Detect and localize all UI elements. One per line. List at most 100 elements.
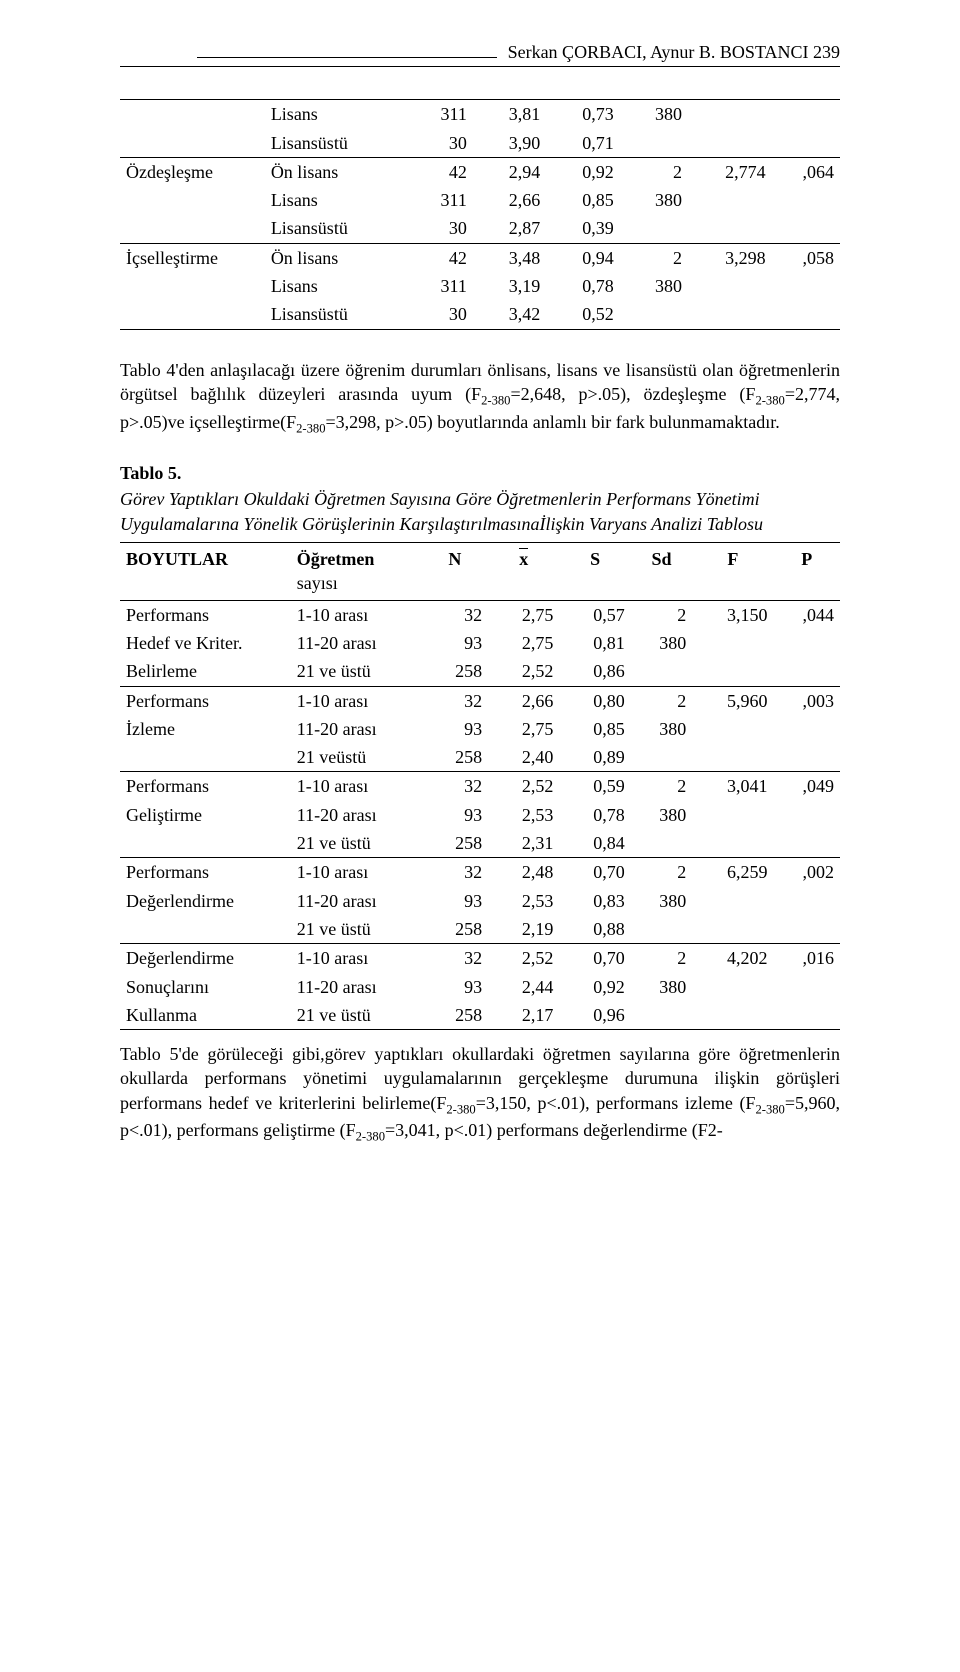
cell [772,214,840,243]
cell [692,973,773,1001]
cell: 11-20 arası [291,887,422,915]
cell: 93 [422,973,488,1001]
running-header: Serkan ÇORBACI, Aynur B. BOSTANCI 239 [120,40,840,67]
cell [692,715,773,743]
cell: 0,92 [559,973,630,1001]
cell: 2 [631,944,692,973]
cell: 1-10 arası [291,686,422,715]
table-row: Lisans3113,190,78380 [120,272,840,300]
cell [620,129,688,158]
cell [120,829,291,858]
cell: Lisans [265,186,400,214]
cell: 93 [422,629,488,657]
table-row: Performans1-10 arası322,480,7026,259,002 [120,858,840,887]
page: Serkan ÇORBACI, Aynur B. BOSTANCI 239 Li… [120,40,840,1146]
cell: ,049 [774,772,841,801]
col-sd: Sd [631,543,692,601]
cell: 42 [399,157,472,186]
cell [120,915,291,944]
table-row: Değerlendirme1-10 arası322,520,7024,202,… [120,944,840,973]
cell: 0,71 [546,129,619,158]
cell: 380 [631,801,692,829]
cell: 2,75 [488,600,559,629]
cell: ,044 [774,600,841,629]
cell: ,003 [774,686,841,715]
cell: 2,31 [488,829,559,858]
table-row: Değerlendirme11-20 arası932,530,83380 [120,887,840,915]
table-row: Sonuçlarını11-20 arası932,440,92380 [120,973,840,1001]
cell: 21 ve üstü [291,1001,422,1030]
table-row: İçselleştirmeÖn lisans423,480,9423,298,0… [120,243,840,272]
col-ogretmen: Öğretmen sayısı [291,543,422,601]
cell: Lisans [265,272,400,300]
cell: 2,52 [488,944,559,973]
cell: 1-10 arası [291,772,422,801]
cell: 11-20 arası [291,715,422,743]
cell: Hedef ve Kriter. [120,629,291,657]
cell: 6,259 [692,858,773,887]
cell: 2 [620,157,688,186]
cell: İzleme [120,715,291,743]
cell: Performans [120,686,291,715]
cell: 380 [631,887,692,915]
cell [631,1001,692,1030]
cell: Performans [120,600,291,629]
cell [688,186,772,214]
cell: 2,52 [488,657,559,686]
cell: İçselleştirme [120,243,265,272]
cell: 93 [422,715,488,743]
cell: 0,70 [559,858,630,887]
table-row: Performans1-10 arası322,520,5923,041,049 [120,772,840,801]
cell [692,657,773,686]
col-ogretmen-label: Öğretmen [297,549,375,569]
cell: 2,53 [488,801,559,829]
cell [120,100,265,129]
header-text: Serkan ÇORBACI, Aynur B. BOSTANCI 239 [508,42,840,62]
cell: 32 [422,772,488,801]
table-5-header-row: BOYUTLAR Öğretmen sayısı N x S Sd F P [120,543,840,601]
table-row: Kullanma21 ve üstü2582,170,96 [120,1001,840,1030]
table-5-body: Performans1-10 arası322,750,5723,150,044… [120,600,840,1029]
cell: 32 [422,686,488,715]
cell [120,129,265,158]
cell: 380 [631,973,692,1001]
cell: 2,75 [488,715,559,743]
cell [692,629,773,657]
cell: 2,40 [488,743,559,772]
table-5: BOYUTLAR Öğretmen sayısı N x S Sd F P Pe… [120,542,840,1030]
cell: 380 [620,272,688,300]
cell: 380 [620,186,688,214]
cell: Ön lisans [265,243,400,272]
cell: 0,94 [546,243,619,272]
table-row: İzleme11-20 arası932,750,85380 [120,715,840,743]
table-4-body: Lisans3113,810,73380Lisansüstü303,900,71… [120,100,840,329]
cell: 0,81 [559,629,630,657]
cell: 3,81 [473,100,546,129]
cell: 11-20 arası [291,801,422,829]
cell: Performans [120,772,291,801]
cell: 380 [631,629,692,657]
cell [120,186,265,214]
cell: 2,48 [488,858,559,887]
table-row: ÖzdeşleşmeÖn lisans422,940,9222,774,064 [120,157,840,186]
cell: Değerlendirme [120,944,291,973]
cell: 0,96 [559,1001,630,1030]
cell: 0,84 [559,829,630,858]
table-row: Lisansüstü303,420,52 [120,300,840,329]
cell [772,272,840,300]
cell: 30 [399,214,472,243]
cell [774,915,841,944]
cell [688,129,772,158]
xbar-symbol: x [519,547,528,571]
cell: 0,70 [559,944,630,973]
cell [774,657,841,686]
cell: 0,86 [559,657,630,686]
cell: 0,78 [546,272,619,300]
cell [774,1001,841,1030]
cell: 0,78 [559,801,630,829]
cell: 0,52 [546,300,619,329]
cell: 311 [399,186,472,214]
table-row: Performans1-10 arası322,660,8025,960,003 [120,686,840,715]
cell: 2,19 [488,915,559,944]
cell [631,657,692,686]
